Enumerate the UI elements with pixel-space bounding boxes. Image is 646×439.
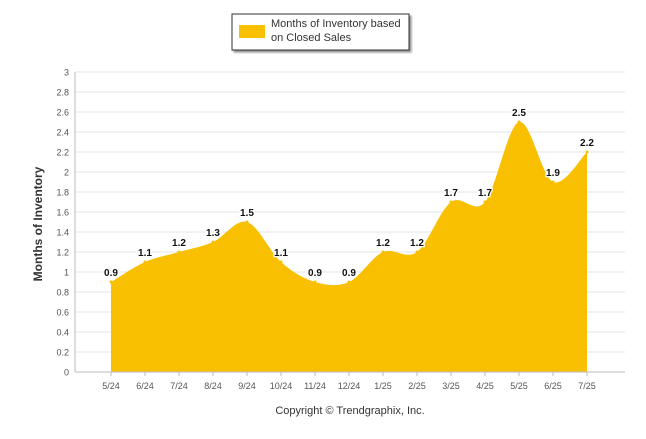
y-tick-label: 0.4 (56, 328, 69, 338)
data-label: 1.7 (478, 188, 492, 199)
x-tick-label: 7/25 (578, 381, 596, 391)
y-tick-label: 0.8 (56, 288, 69, 298)
data-point (245, 220, 249, 224)
plot-area (109, 120, 589, 372)
data-label: 1.3 (206, 228, 220, 239)
data-label: 1.1 (274, 248, 288, 259)
data-point (279, 260, 283, 264)
data-point (517, 120, 521, 124)
x-tick-label: 12/24 (338, 381, 361, 391)
copyright-footer: Copyright © Trendgraphix, Inc. (275, 405, 424, 417)
x-tick-label: 9/24 (238, 381, 256, 391)
data-label: 2.5 (512, 108, 526, 119)
data-label: 1.9 (546, 168, 560, 179)
data-point (177, 250, 181, 254)
x-tick-label: 11/24 (304, 381, 326, 391)
y-tick-label: 0 (64, 368, 69, 378)
legend-label-line-2: on Closed Sales (271, 32, 352, 44)
data-label: 1.2 (172, 238, 186, 249)
y-tick-label: 1.2 (56, 248, 69, 258)
data-label: 1.5 (240, 208, 254, 219)
data-label: 0.9 (342, 268, 356, 279)
x-tick-label: 4/25 (476, 381, 494, 391)
y-tick-labels: 0 0.2 0.4 0.6 0.8 1 1.2 1.4 1.6 1.8 2 2.2 2.4 2.6 2.8 3 (56, 68, 69, 378)
y-tick-label: 1.6 (56, 208, 69, 218)
data-label: 1.2 (376, 238, 390, 249)
legend: Months of Inventory based on Closed Sale… (231, 13, 410, 51)
y-tick-label: 2 (64, 168, 69, 178)
data-label: 0.9 (104, 268, 118, 279)
data-point (449, 200, 453, 204)
y-axis-label: Months of Inventory (31, 166, 45, 281)
data-point (483, 200, 487, 204)
data-label: 1.7 (444, 188, 458, 199)
y-tick-label: 2.6 (56, 108, 69, 118)
y-tick-label: 0.2 (56, 348, 69, 358)
y-tick-label: 1.4 (56, 228, 69, 238)
axes (74, 72, 625, 376)
data-labels: 0.9 1.1 1.2 1.3 1.5 1.1 0.9 0.9 1.2 1.2 1.7 1.7 2.5 1… (103, 107, 596, 281)
x-tick-labels: 5/24 6/24 7/24 8/24 9/24 10/24 11/24 12/24 1/25 2… (102, 381, 596, 391)
x-tick-label: 10/24 (270, 381, 293, 391)
x-tick-label: 6/24 (136, 381, 154, 391)
data-point (347, 280, 351, 284)
x-tick-label: 1/25 (374, 381, 392, 391)
y-tick-label: 3 (64, 68, 69, 78)
y-tick-label: 0.6 (56, 308, 69, 318)
data-label: 2.2 (580, 138, 594, 149)
area-series-months-of-inventory (111, 121, 587, 372)
data-point (313, 280, 317, 284)
x-tick-label: 2/25 (408, 381, 426, 391)
grid-lines (75, 71, 625, 353)
x-tick-label: 7/24 (170, 381, 188, 391)
x-tick-label: 5/25 (510, 381, 528, 391)
data-label: 1.1 (138, 248, 152, 259)
data-label: 1.2 (410, 238, 424, 249)
y-tick-label: 2.2 (56, 148, 69, 158)
data-point (585, 150, 589, 154)
data-point (211, 240, 215, 244)
data-point (415, 250, 419, 254)
data-label: 0.9 (308, 268, 322, 279)
data-point (109, 280, 113, 284)
y-tick-label: 1.8 (56, 188, 69, 198)
x-tick-label: 6/25 (544, 381, 562, 391)
y-tick-label: 2.4 (56, 128, 69, 138)
legend-swatch (239, 25, 265, 38)
y-tick-label: 2.8 (56, 88, 69, 98)
data-point (381, 250, 385, 254)
x-tick-label: 3/25 (442, 381, 460, 391)
data-point (551, 180, 555, 184)
x-tick-label: 8/24 (204, 381, 222, 391)
x-tick-label: 5/24 (102, 381, 120, 391)
y-tick-label: 1 (64, 268, 69, 278)
legend-label-line-1: Months of Inventory based (271, 18, 401, 30)
data-point (143, 260, 147, 264)
